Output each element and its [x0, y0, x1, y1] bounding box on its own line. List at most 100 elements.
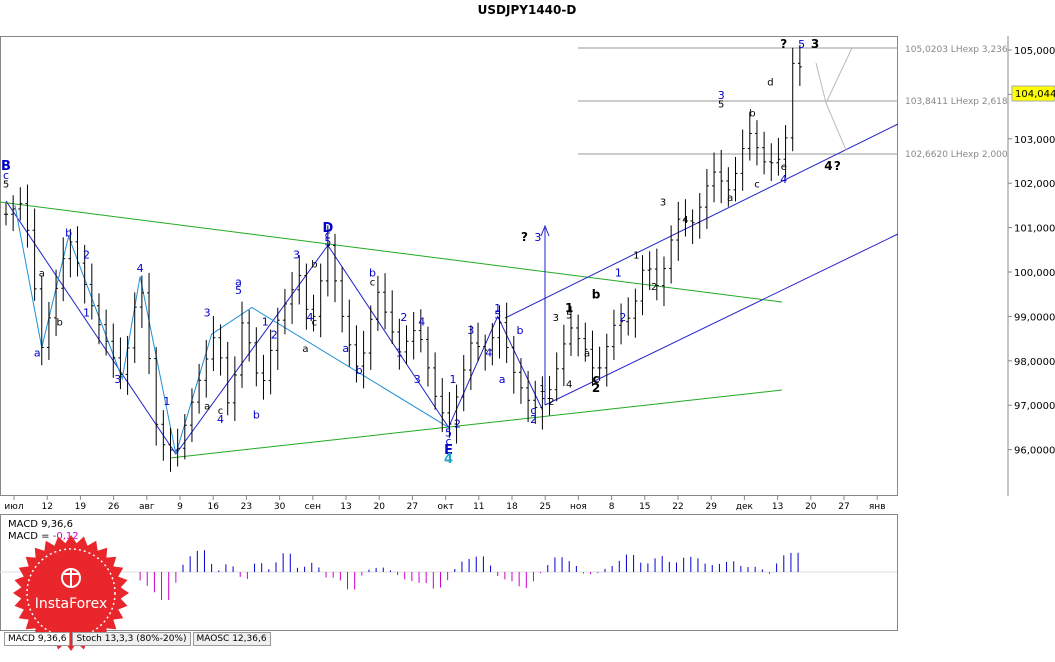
macd-value: -0,12: [53, 531, 79, 542]
macd-title: MACD 9,36,6: [8, 519, 73, 530]
date-tick-label: 8: [609, 502, 615, 512]
wave-label: 2: [619, 311, 626, 324]
trend-lines: [0, 47, 899, 459]
wave-label: 4: [306, 311, 313, 324]
date-tick-label: 20: [805, 502, 817, 512]
wave-label: 5: [718, 100, 724, 111]
projection-arrow-head: [540, 224, 550, 237]
wave-label: 2: [530, 413, 537, 426]
wave-label: 5: [3, 180, 9, 191]
blue-channel-upper: [504, 123, 899, 319]
wave-label: 1: [450, 373, 457, 386]
wave-label: a: [584, 348, 590, 359]
tab-stoch[interactable]: Stoch 13,3,3 (80%-20%): [72, 632, 191, 646]
tab-macd[interactable]: MACD 9,36,6: [4, 632, 71, 646]
target-projection-down: [825, 102, 847, 151]
wave-label: 4: [444, 452, 453, 467]
date-tick-label: 12: [41, 502, 52, 512]
date-tick-label: окт: [438, 502, 454, 512]
price-axis: 105,0000104,0000103,0000102,0000101,0000…: [1007, 36, 1055, 496]
wave-label: 4: [682, 215, 688, 226]
tab-maosc[interactable]: MAOSC 12,36,6: [192, 632, 271, 646]
wave-label: a: [302, 344, 308, 355]
price-tick-label: 102,0000: [1014, 179, 1055, 190]
wave-label: a: [235, 275, 242, 288]
wave-label: 3: [718, 89, 725, 102]
price-tick-label: 96,0000: [1014, 446, 1055, 457]
wave-label: a: [727, 193, 733, 204]
fib-level-label-2: 103,8411 LНexp 2,618: [905, 97, 1008, 107]
blue-channel-lower: [544, 233, 899, 406]
wave-label: E: [444, 443, 453, 458]
wave-label: 2: [454, 417, 461, 430]
wave-label: 1: [615, 266, 622, 279]
wave-label: b: [517, 324, 524, 337]
wave-label: 4: [566, 379, 572, 390]
wave-label: 3: [293, 249, 300, 262]
price-tick-label: 100,0000: [1014, 268, 1055, 279]
wave-label: 1: [494, 302, 501, 315]
price-tick-label: 99,0000: [1014, 312, 1055, 323]
current-price-marker: 104,044: [1011, 85, 1055, 102]
macd-value-line: MACD = -0,12: [8, 531, 79, 542]
wave-label: b: [311, 260, 317, 271]
wave-label: 4: [217, 413, 224, 426]
wave-label: c: [592, 372, 599, 386]
date-tick-label: 30: [274, 502, 286, 512]
wave-label: 1: [565, 301, 573, 315]
wave-label: 1: [163, 395, 170, 408]
date-tick-label: 26: [108, 502, 120, 512]
wave-label: b: [369, 266, 376, 279]
date-tick-label: 15: [639, 502, 650, 512]
date-tick-label: сен: [305, 502, 321, 512]
wave-zigzags: [5, 200, 543, 455]
date-tick-label: ноя: [570, 502, 587, 512]
cyan-wave-zigzag: [14, 205, 449, 455]
date-tick-label: 13: [340, 502, 351, 512]
chart-title: USDJPY1440-D: [478, 3, 577, 17]
wave-label: b: [592, 288, 601, 302]
date-tick-label: июл: [4, 502, 23, 512]
wave-label: 3: [811, 37, 819, 51]
wave-label: 5: [324, 235, 331, 248]
date-tick-label: 27: [407, 502, 418, 512]
wave-label: 3: [660, 197, 666, 208]
wave-label: 1: [396, 346, 403, 359]
wave-label: 3: [414, 373, 421, 386]
wave-label: 2: [592, 381, 600, 395]
wave-label: 2: [83, 249, 90, 262]
wave-label: a: [342, 342, 349, 355]
wave-label: 4: [780, 173, 787, 186]
wave-label: 2: [651, 282, 657, 293]
wave-label: 3: [467, 324, 474, 337]
wave-label: c: [754, 180, 760, 191]
wave-label: b: [56, 317, 62, 328]
price-tick-label: 98,0000: [1014, 357, 1055, 368]
indicator-tabs: MACD 9,36,6 Stoch 13,3,3 (80%-20%) MAOSC…: [4, 632, 271, 646]
wave-label: 4: [824, 159, 832, 173]
wave-label: 5: [494, 309, 501, 322]
wave-label: ?: [521, 230, 528, 244]
wave-label: a: [34, 346, 41, 359]
wave-label: 5: [235, 284, 242, 297]
date-tick-label: 18: [506, 502, 518, 512]
wave-label: c: [325, 229, 331, 242]
wave-label: 1: [633, 251, 639, 262]
date-tick-label: 20: [373, 502, 385, 512]
wave-label: 5: [445, 426, 452, 439]
macd-histogram: [139, 550, 799, 600]
wave-label: c: [218, 406, 224, 417]
blue-wave-zigzag: [5, 200, 543, 455]
price-tick-label: 105,0000: [1014, 46, 1055, 57]
wave-label: 3: [114, 373, 121, 386]
date-tick-label: 23: [241, 502, 252, 512]
wave-label: 4: [418, 315, 425, 328]
price-bars: [4, 45, 802, 472]
target-projection-2: [815, 62, 827, 104]
macd-value-prefix: MACD =: [8, 531, 53, 542]
green-upper-trendline: [0, 201, 783, 303]
wave-label: 3: [534, 231, 541, 244]
wave-label: d: [767, 78, 773, 89]
wave-label: a: [499, 373, 506, 386]
